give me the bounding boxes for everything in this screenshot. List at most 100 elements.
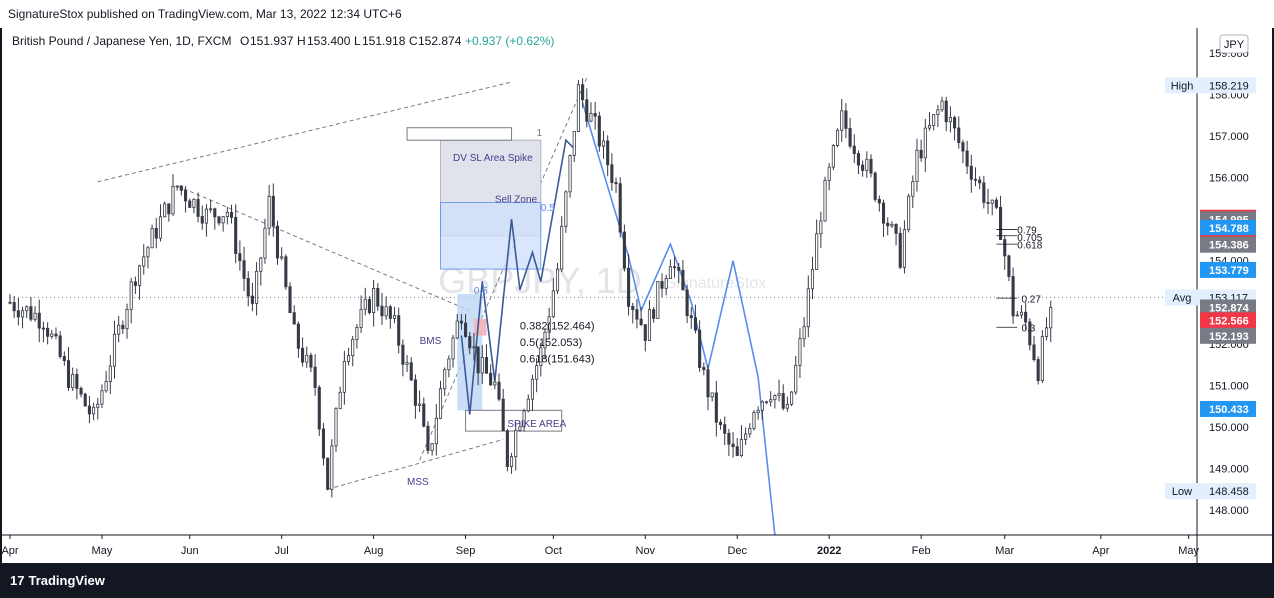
candle-body (263, 227, 267, 259)
candle-body (1036, 359, 1040, 381)
candle-body (380, 305, 384, 317)
candle-body (363, 299, 367, 310)
candle-body (405, 362, 409, 365)
y-tick-label: 157.000 (1209, 131, 1249, 143)
candle-body (576, 84, 580, 132)
candle-body (20, 310, 25, 318)
candle-body (200, 216, 204, 224)
candle-body (769, 399, 773, 403)
candle-body (622, 231, 626, 269)
candle-body (982, 182, 986, 203)
candle-body (535, 365, 539, 380)
price-label-value: 150.433 (1209, 404, 1249, 416)
candle-body (986, 202, 990, 204)
candle-body (568, 155, 572, 193)
price-tag-label: Avg (1173, 292, 1192, 304)
candle-body (259, 257, 263, 272)
candle-body (660, 281, 664, 289)
tradingview-logo[interactable]: 17 TradingView (10, 573, 105, 588)
candle-body (877, 199, 881, 204)
candle-body (296, 323, 300, 349)
candle-body (430, 443, 434, 451)
y-tick-label: 149.000 (1209, 464, 1249, 476)
candle-body (948, 117, 952, 123)
candle-body (840, 110, 844, 131)
candle-body (861, 164, 865, 171)
candle-body (1032, 344, 1036, 360)
candle-body (677, 267, 681, 271)
candle-body (518, 426, 522, 431)
x-tick-label: Feb (912, 545, 931, 557)
candle-body (317, 387, 321, 430)
candle-body (856, 153, 861, 166)
candle-body (351, 338, 355, 356)
sell-zone-box (440, 202, 542, 270)
candle-body (1015, 314, 1019, 317)
candle-body (267, 195, 271, 229)
candle-body (631, 305, 635, 311)
candle-body (225, 211, 229, 217)
candle-body (342, 361, 346, 393)
candle-body (902, 229, 906, 268)
candle-body (284, 256, 288, 288)
price-chart[interactable]: GBPJPY, 1D SignatureStox DV SL Area Spike… (1, 28, 1272, 563)
candle-body (1040, 336, 1044, 381)
candle-body (1019, 311, 1024, 316)
candle-body (171, 185, 175, 215)
candle-body (338, 391, 342, 410)
candle-body (16, 310, 20, 318)
candle-body (978, 179, 982, 184)
x-tick-label: Apr (1092, 545, 1109, 557)
candle-body (25, 306, 29, 312)
candle-body (196, 199, 200, 217)
candle-body (8, 301, 12, 304)
trendline-upper (97, 81, 512, 183)
candle-body (434, 417, 438, 445)
price-tag-label: Low (1172, 486, 1192, 498)
candle-body (234, 216, 238, 254)
candle-body (501, 398, 505, 432)
candle-body (355, 327, 359, 340)
candle-body (794, 364, 798, 393)
candle-body (953, 117, 957, 129)
price-labels: High158.219155.034154.995154.788154.4241… (1165, 77, 1256, 500)
candle-body (505, 430, 509, 467)
fib-618b-label: 0.618 (1017, 240, 1042, 251)
candle-body (37, 312, 41, 329)
footer: 17 TradingView (0, 563, 1274, 598)
price-tag-bg (1165, 77, 1200, 94)
candle-body (522, 410, 526, 428)
candle-body (723, 424, 727, 434)
fib-79-label: 0.79 (1017, 226, 1037, 237)
candle-body (748, 428, 752, 435)
price-tag-bg (1165, 483, 1200, 500)
candle-body (656, 281, 660, 319)
candle-body (806, 288, 810, 328)
candle-body (530, 378, 534, 400)
candle-body (46, 327, 50, 337)
candle-body (635, 309, 639, 320)
candle-body (209, 208, 213, 211)
x-tick-label: Sep (456, 545, 476, 557)
trendline-down (176, 185, 470, 312)
candle-body (907, 195, 911, 231)
candle-body (965, 150, 969, 167)
red-marker-box (473, 318, 487, 336)
candle-body (41, 327, 45, 330)
tv-mark-icon: 17 (10, 573, 25, 588)
candle-body (606, 140, 610, 166)
currency-badge[interactable]: JPY (1219, 34, 1249, 54)
y-tick-label: 156.000 (1209, 173, 1249, 185)
candle-body (213, 208, 217, 218)
candle-body (188, 200, 192, 208)
low-label: L (354, 34, 361, 48)
candle-body (865, 158, 869, 171)
candle-body (1007, 255, 1011, 277)
fib-05-label: 0.5(152.053) (520, 337, 582, 349)
candle-body (836, 129, 840, 146)
price-label-value: 153.779 (1209, 265, 1249, 277)
candle-body (555, 268, 560, 292)
candle-body (760, 401, 764, 411)
candle-body (359, 308, 363, 328)
candle-body (999, 206, 1003, 240)
